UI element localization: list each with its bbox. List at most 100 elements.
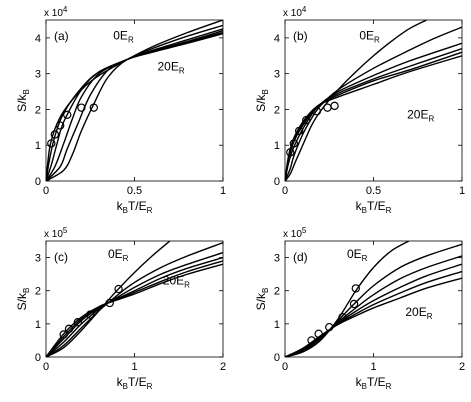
data-point — [302, 115, 311, 125]
y-tick-label: 0 — [35, 176, 41, 188]
x-tick-label: 0.5 — [366, 185, 381, 197]
data-point — [338, 313, 347, 322]
data-point — [89, 103, 98, 112]
data-point — [63, 110, 72, 120]
series-line-2 — [46, 242, 223, 357]
data-point — [314, 329, 323, 338]
curves — [46, 241, 223, 357]
axis-multiplier: x 104 — [283, 5, 307, 19]
data-point — [47, 139, 56, 148]
series-line-1 — [46, 241, 171, 357]
y-tick-label: 4 — [35, 33, 41, 45]
data-point — [312, 107, 322, 116]
data-point — [50, 130, 60, 139]
x-axis-label: kBT/ER — [356, 375, 392, 391]
data-point — [286, 148, 295, 157]
x-axis-label: kBT/ER — [117, 375, 153, 391]
axis-multiplier: x 104 — [44, 5, 68, 19]
data-point — [330, 101, 339, 111]
chart-panel-4: 0 1 2 0 1 2 3 x 105 (d) 0ER 20ER kBT/ER S/kB — [254, 226, 465, 391]
series-line-2 — [285, 243, 462, 357]
data-point — [114, 284, 123, 294]
y-tick-label: 2 — [274, 104, 280, 116]
y-tick-label: 0 — [274, 176, 280, 188]
annotation-0er: 0ER — [359, 29, 380, 45]
annotation-20er: 20ER — [405, 305, 432, 321]
y-tick-label: 2 — [35, 104, 41, 116]
annotation-0er: 0ER — [347, 247, 368, 263]
data-point — [86, 310, 95, 319]
y-axis-label: S/kB — [254, 288, 270, 311]
data-point — [325, 322, 334, 332]
y-tick-label: 1 — [35, 319, 41, 331]
x-tick-label: 0 — [282, 361, 288, 373]
plot-frame — [284, 240, 463, 358]
x-axis-label: kBT/ER — [117, 199, 153, 215]
chart-panel-2: 0 0.5 1 0 1 2 3 4 x 104 (b) 0ER 20ER kBT/ER S/kB — [254, 5, 465, 215]
y-tick-label: 3 — [35, 253, 41, 265]
data-point — [59, 330, 68, 339]
x-tick-label: 1 — [370, 361, 376, 373]
series-line-6 — [46, 263, 223, 357]
y-tick-label: 3 — [35, 69, 41, 81]
y-tick-label: 0 — [35, 352, 41, 364]
curves — [285, 241, 462, 357]
annotation-20er: 20ER — [407, 108, 434, 124]
series-line-6 — [285, 277, 462, 357]
y-axis-label: S/kB — [254, 89, 270, 112]
data-point — [64, 324, 74, 334]
panel-label: (d) — [293, 250, 308, 264]
data-point — [349, 299, 359, 309]
x-tick-label: 0 — [43, 185, 49, 197]
series-line-4 — [46, 30, 223, 181]
x-tick-label: 2 — [220, 361, 226, 373]
annotation-20er: 20ER — [158, 59, 185, 75]
panel-label: (b) — [293, 29, 308, 43]
y-tick-label: 4 — [274, 33, 280, 45]
series-line-2 — [285, 26, 462, 181]
data-point — [289, 139, 299, 148]
data-point — [55, 121, 65, 130]
y-tick-label: 2 — [274, 286, 280, 298]
panel-label: (a) — [54, 29, 69, 43]
x-tick-label: 1 — [459, 185, 465, 197]
y-tick-label: 2 — [35, 286, 41, 298]
annotation-0er: 0ER — [113, 29, 134, 45]
series-line-6 — [46, 32, 223, 181]
chart-panel-3: 0 1 2 0 1 2 3 x 105 (c) 0ER 20ER kBT/ER S/kB — [15, 226, 226, 391]
data-point — [351, 284, 360, 293]
annotation-20er: 20ER — [163, 274, 190, 290]
series-line-3 — [46, 28, 223, 181]
panel-label: (c) — [54, 250, 68, 264]
x-tick-label: 0 — [43, 361, 49, 373]
y-axis-label: S/kB — [15, 288, 31, 311]
x-axis-label: kBT/ER — [356, 199, 392, 215]
curves — [46, 20, 223, 181]
axis-multiplier: x 105 — [44, 226, 68, 240]
series-line-5 — [285, 51, 462, 181]
x-tick-label: 0 — [282, 185, 288, 197]
x-tick-label: 1 — [131, 361, 137, 373]
y-tick-label: 3 — [274, 69, 280, 81]
y-tick-label: 3 — [274, 253, 280, 265]
y-tick-label: 1 — [35, 140, 41, 152]
series-line-5 — [46, 260, 223, 357]
data-point — [307, 336, 316, 345]
y-tick-label: 1 — [274, 140, 280, 152]
y-tick-label: 0 — [274, 352, 280, 364]
data-point — [73, 318, 83, 327]
x-tick-label: 0.5 — [127, 185, 142, 197]
axis-multiplier: x 105 — [283, 226, 307, 240]
y-axis-label: S/kB — [15, 89, 31, 112]
data-point — [105, 298, 114, 308]
series-line-1 — [285, 241, 410, 357]
data-point — [323, 103, 332, 112]
series-line-1 — [46, 20, 223, 181]
x-tick-label: 2 — [459, 361, 465, 373]
x-tick-label: 1 — [220, 185, 226, 197]
y-tick-label: 1 — [274, 319, 280, 331]
series-line-1 — [285, 20, 427, 181]
data-point — [77, 103, 86, 112]
annotation-0er: 0ER — [108, 247, 129, 263]
